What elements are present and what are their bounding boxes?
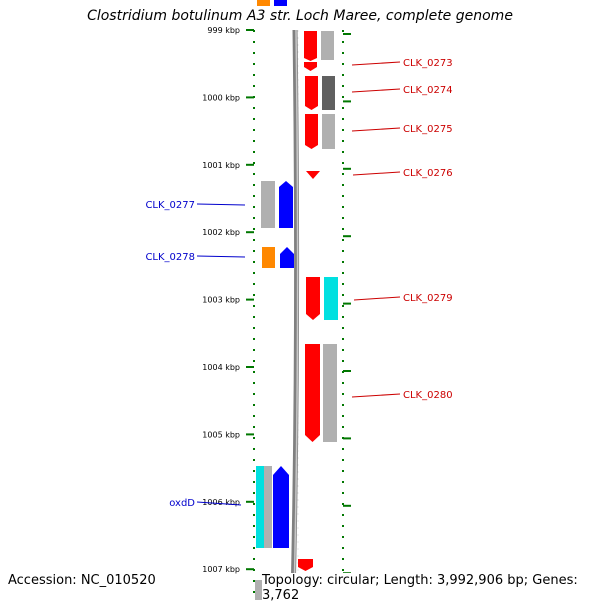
feature-CLK_0280 bbox=[305, 344, 320, 442]
gene-label-oxdD: oxdD bbox=[169, 498, 195, 509]
feature-CLK_0274-homolog bbox=[322, 76, 335, 110]
gene-label-CLK_0276: CLK_0276 bbox=[403, 168, 453, 179]
feature-CLK_0280-homolog bbox=[323, 344, 337, 442]
feature-CLK_0273 bbox=[304, 31, 317, 61]
feature-CLK_0273-homolog bbox=[321, 31, 334, 60]
feature-CLK_0275-homolog bbox=[322, 114, 335, 149]
gene-label-leader bbox=[351, 127, 401, 132]
gene-label-leader bbox=[196, 501, 242, 506]
feature-blue-top bbox=[274, 0, 287, 6]
scale-tick-label: 1007 kbp bbox=[202, 565, 240, 574]
feature-CLK_0278-homolog bbox=[262, 247, 275, 268]
map-title: Clostridium botulinum A3 str. Loch Maree… bbox=[87, 8, 513, 24]
scale-ticks: 999 kbp 1000 kbp 1001 kbp 1002 kbp 1003 kbp 1… bbox=[202, 26, 351, 575]
feature-oxdD-homolog-gray bbox=[264, 466, 272, 548]
feature-CLK_0279-homolog bbox=[324, 277, 338, 320]
gene-label-CLK_0273: CLK_0273 bbox=[403, 58, 453, 69]
gene-label-CLK_0278: CLK_0278 bbox=[145, 252, 195, 263]
scale-tick-label: 1006 kbp bbox=[202, 498, 240, 507]
genome-backbone-highlight bbox=[293, 29, 299, 601]
gene-label-CLK_0277: CLK_0277 bbox=[145, 200, 195, 211]
gene-label-leader bbox=[352, 171, 401, 176]
forward-features bbox=[298, 31, 338, 571]
scale-tick-label: 1002 kbp bbox=[202, 228, 240, 237]
accession-text: Accession: NC_010520 bbox=[8, 573, 156, 588]
genome-summary-text: Topology: circular; Length: 3,992,906 bp… bbox=[262, 573, 600, 603]
gene-label-leader bbox=[353, 296, 401, 301]
feature-oxdD-homolog-cyan bbox=[256, 466, 264, 548]
scale-tick-label: 1000 kbp bbox=[202, 93, 240, 102]
gene-labels: CLK_0273 CLK_0274 CLK_0275 CLK_0276 CLK_0279… bbox=[145, 58, 452, 509]
gene-label-CLK_0274: CLK_0274 bbox=[403, 85, 453, 96]
feature-CLK_0276 bbox=[306, 171, 320, 179]
feature-bottom-red bbox=[298, 559, 313, 571]
feature-CLK_0277-homolog bbox=[261, 181, 275, 228]
gene-label-leader bbox=[351, 393, 401, 398]
genome-backbone bbox=[290, 29, 300, 601]
scale-tick-label: 1005 kbp bbox=[202, 430, 240, 439]
scale-tick-label: 1001 kbp bbox=[202, 161, 240, 170]
feature-CLK_0277 bbox=[279, 181, 293, 228]
gene-label-leader bbox=[196, 203, 246, 206]
gene-label-leader bbox=[196, 255, 246, 258]
scale-tick-label: 1004 kbp bbox=[202, 363, 240, 372]
feature-CLK_0278 bbox=[280, 247, 294, 268]
gene-label-CLK_0275: CLK_0275 bbox=[403, 124, 453, 135]
gene-label-leader bbox=[351, 88, 401, 93]
gene-label-CLK_0280: CLK_0280 bbox=[403, 390, 453, 401]
gene-label-leader bbox=[351, 61, 401, 66]
reverse-features bbox=[255, 181, 294, 600]
scale-tick-label: 999 kbp bbox=[207, 26, 240, 35]
feature-CLK_0274 bbox=[305, 76, 318, 110]
feature-CLK_0279 bbox=[306, 277, 320, 320]
feature-CLK_0275 bbox=[305, 114, 318, 149]
feature-oxdD bbox=[273, 466, 289, 548]
scale-tick-label: 1003 kbp bbox=[202, 296, 240, 305]
feature-CLK_0273-small bbox=[304, 62, 317, 71]
feature-orange-top bbox=[257, 0, 270, 6]
gene-label-CLK_0279: CLK_0279 bbox=[403, 293, 453, 304]
